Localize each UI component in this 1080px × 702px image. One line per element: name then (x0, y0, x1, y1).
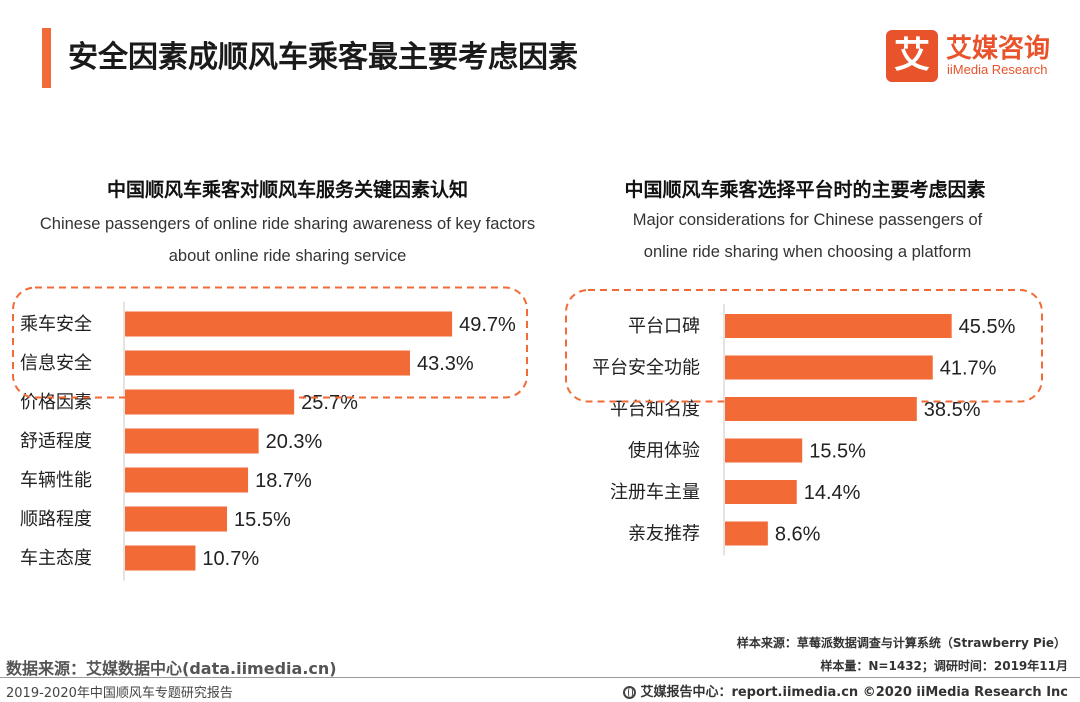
chart-1-category-label-5: 亲友推荐 (628, 524, 700, 545)
chart-0-bar-5 (125, 506, 228, 532)
chart-0-category-label-4: 车辆性能 (20, 470, 92, 491)
left-bar-chart: 乘车安全 49.7%信息安全 43.3%价格因素 25.7%舒适程度 20.3%车辆性能… (12, 286, 528, 581)
chart-0-bar-3 (125, 428, 259, 454)
chart-1-bar-0 (725, 314, 952, 338)
chart-0-category-label-1: 信息安全 (20, 353, 92, 374)
chart-1-category-label-4: 注册车主量 (610, 482, 700, 503)
chart-0-category-label-3: 舒适程度 (20, 431, 92, 452)
data-source: 数据来源：艾媒数据中心(data.iimedia.cn) (6, 659, 337, 678)
right-chart-title: 中国顺风车乘客选择平台时的主要考虑因素 (624, 179, 986, 201)
chart-1-value-label-4: 14.4% (804, 482, 861, 504)
chart-0-value-label-6: 10.7% (202, 548, 259, 570)
chart-1-bar-5 (725, 521, 768, 546)
chart-1-category-label-0: 平台口碑 (628, 316, 700, 337)
right-chart-subtitle: Major considerations for Chinese passeng… (545, 204, 1070, 268)
report-name: 2019-2020年中国顺风车专题研究报告 (6, 686, 233, 701)
footer-divider (0, 677, 1080, 678)
chart-0-category-label-5: 顺路程度 (20, 509, 92, 530)
chart-1-category-label-2: 平台知名度 (610, 399, 700, 420)
chart-1-value-label-3: 15.5% (809, 441, 866, 463)
title-accent-bar (42, 28, 51, 88)
chart-0-bar-1 (125, 350, 410, 376)
left-chart-subtitle-line-1: Chinese passengers of online ride sharin… (39, 215, 536, 233)
chart-0-bar-2 (125, 389, 295, 415)
chart-1-bar-3 (725, 438, 803, 463)
chart-1-category-label-1: 平台安全功能 (592, 358, 700, 379)
chart-0-category-label-0: 乘车安全 (20, 314, 92, 335)
right-bar-chart: 平台口碑 45.5% 平台安全功能 41.7% 平台知名度 38.5% 使用体验 15.5% 注… (565, 289, 1043, 556)
logo-cn-text: 艾媒咨询 (946, 34, 1051, 64)
chart-0-value-label-1: 43.3% (417, 353, 474, 375)
globe-icon (623, 686, 637, 699)
chart-0-value-label-4: 18.7% (255, 470, 312, 492)
report-center-text: 艾媒报告中心：report.iimedia.cn ©2020 iiMedia R… (640, 685, 1068, 700)
left-chart-subtitle: Chinese passengers of online ride sharin… (0, 208, 575, 272)
iimedia-logo: 艾 艾媒咨询 iiMedia Research (886, 28, 1066, 84)
page-title: 安全因素成顺风车乘客最主要考虑因素 (68, 40, 578, 75)
report-center: 艾媒报告中心：report.iimedia.cn ©2020 iiMedia R… (623, 681, 1068, 700)
right-chart-subtitle-line-1: Major considerations for Chinese passeng… (632, 211, 983, 229)
sample-source: 样本来源：草莓派数据调查与计算系统（Strawberry Pie） (736, 636, 1066, 650)
chart-1-bar-4 (725, 480, 797, 504)
logo-en-text: iiMedia Research (947, 62, 1048, 77)
chart-0-value-label-0: 49.7% (459, 314, 516, 336)
chart-0-value-label-3: 20.3% (266, 431, 323, 453)
chart-0-bar-4 (125, 467, 249, 493)
chart-1-value-label-0: 45.5% (959, 316, 1016, 338)
chart-0-category-label-6: 车主态度 (20, 548, 92, 569)
sample-size: 样本量：N=1432；调研时间：2019年11月 (820, 659, 1068, 673)
chart-0-bar-6 (125, 545, 196, 571)
left-chart-title: 中国顺风车乘客对顺风车服务关键因素认知 (106, 179, 468, 201)
logo-mark: 艾 (886, 30, 938, 82)
chart-1-category-label-3: 使用体验 (628, 441, 700, 462)
chart-1-value-label-5: 8.6% (775, 524, 821, 546)
chart-0-value-label-5: 15.5% (234, 509, 291, 531)
chart-0-highlight-box (12, 286, 528, 399)
chart-0-bar-0 (125, 311, 453, 337)
right-chart-subtitle-line-2: online ride sharing when choosing a plat… (643, 243, 972, 261)
chart-1-value-label-2: 38.5% (924, 399, 981, 421)
left-chart-subtitle-line-2: about online ride sharing service (168, 247, 407, 265)
chart-1-highlight-box (565, 289, 1043, 403)
chart-1-bar-1 (725, 355, 933, 380)
chart-1-value-label-1: 41.7% (940, 358, 997, 380)
